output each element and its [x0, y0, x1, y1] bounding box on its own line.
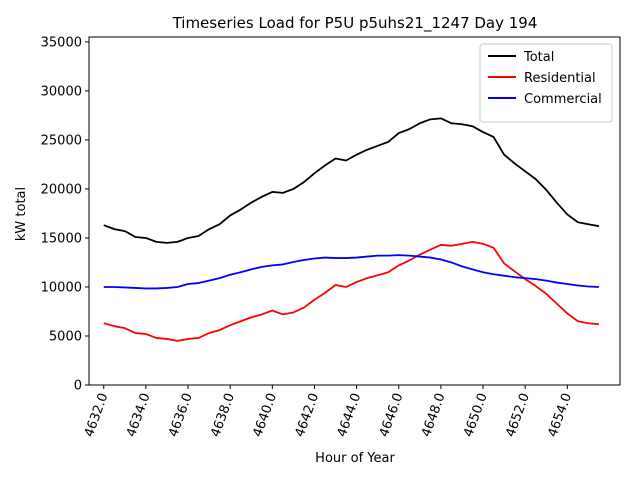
plot-area [103, 117, 600, 342]
y-tick-label: 25000 [41, 133, 82, 148]
plot-frame [88, 36, 621, 386]
x-tick-label: 4644.0 [335, 391, 365, 439]
series-line-commercial [103, 254, 599, 290]
y-tick-label: 30000 [41, 84, 82, 99]
x-tick-label: 4646.0 [377, 391, 407, 439]
x-tick-label: 4636.0 [166, 391, 196, 439]
x-tick-label: 4638.0 [208, 391, 238, 439]
x-axis-label: Hour of Year [315, 451, 395, 466]
legend-label-residential: Residential [524, 71, 596, 86]
x-tick-label: 4632.0 [82, 391, 112, 439]
series-line-total [103, 117, 600, 244]
x-tick-label: 4648.0 [419, 391, 449, 439]
y-tick-label: 5000 [49, 329, 82, 344]
x-tick-label: 4652.0 [503, 391, 533, 439]
y-tick-label: 15000 [41, 231, 82, 246]
chart-title: Timeseries Load for P5U p5uhs21_1247 Day… [172, 14, 538, 33]
x-tick-label: 4634.0 [124, 391, 154, 439]
y-tick-label: 35000 [41, 35, 82, 50]
x-tick-label: 4640.0 [250, 391, 280, 439]
y-tick-label: 0 [74, 379, 82, 394]
x-tick-label: 4654.0 [545, 391, 575, 439]
legend: Total Residential Commercial [479, 43, 613, 123]
legend-box [479, 43, 613, 123]
legend-label-total: Total [523, 50, 554, 65]
y-tick-label: 20000 [41, 182, 82, 197]
y-tick-label: 10000 [41, 280, 82, 295]
series-line-residential [103, 240, 600, 342]
y-axis-label: kW total [14, 187, 29, 241]
legend-label-commercial: Commercial [524, 92, 602, 107]
x-tick-label: 4650.0 [461, 391, 491, 439]
x-tick-label: 4642.0 [293, 391, 323, 439]
